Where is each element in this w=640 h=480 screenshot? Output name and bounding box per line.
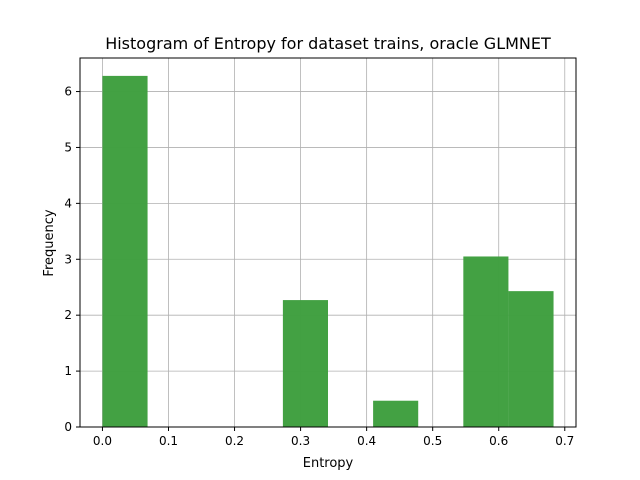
x-tick-label: 0.6 (489, 434, 508, 448)
x-tick-label: 0.3 (291, 434, 310, 448)
plot-frame (79, 57, 577, 428)
x-tick-label: 0.2 (225, 434, 244, 448)
y-tick-label: 6 (64, 85, 72, 99)
y-axis-ticks: 0 1 2 3 4 5 6 (64, 85, 80, 434)
x-axis-label: Entropy (303, 456, 354, 471)
x-tick-label: 0.5 (423, 434, 442, 448)
histogram-bar (463, 256, 509, 427)
x-tick-label: 0.7 (555, 434, 574, 448)
y-tick-label: 5 (64, 140, 72, 154)
y-tick-label: 0 (64, 420, 72, 434)
grid (80, 58, 576, 428)
histogram-bar (102, 75, 148, 428)
histogram-bar (508, 291, 554, 427)
histogram-bar (282, 300, 328, 427)
y-tick-label: 1 (64, 364, 72, 378)
y-tick-label: 2 (64, 308, 72, 322)
y-tick-label: 3 (64, 252, 72, 266)
x-axis-ticks: 0.0 0.1 0.2 0.3 0.4 0.5 0.6 0.7 (93, 427, 574, 448)
bars (102, 75, 554, 428)
chart-title: Histogram of Entropy for dataset trains,… (105, 34, 551, 53)
x-tick-label: 0.0 (93, 434, 112, 448)
y-tick-label: 4 (64, 196, 72, 210)
y-axis-label: Frequency (42, 209, 57, 276)
histogram-bar (373, 400, 419, 427)
x-tick-label: 0.4 (357, 434, 376, 448)
x-tick-label: 0.1 (159, 434, 178, 448)
